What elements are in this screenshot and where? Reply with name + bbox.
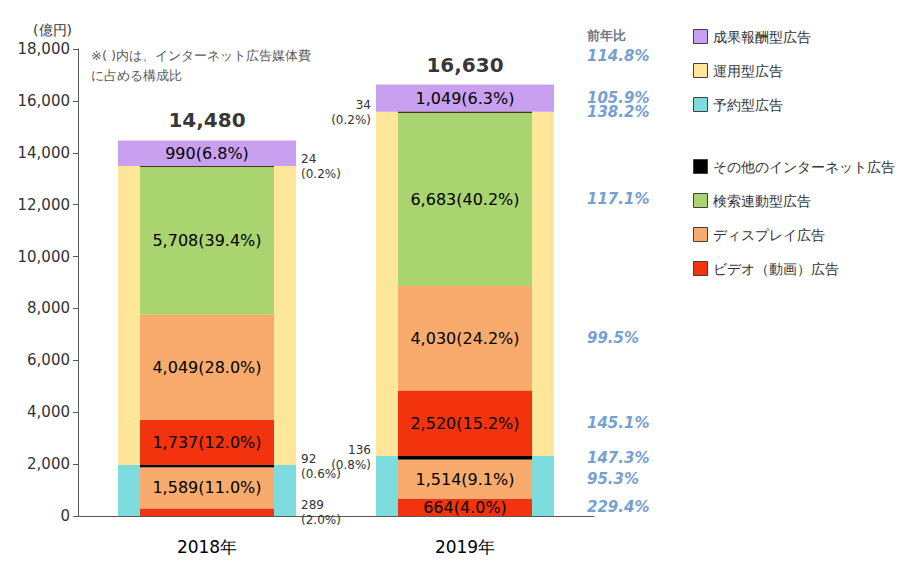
svg-text:664(4.0%): 664(4.0%) xyxy=(423,498,507,517)
svg-text:6,683(40.2%): 6,683(40.2%) xyxy=(410,190,519,209)
svg-text:(2.0%): (2.0%) xyxy=(301,513,341,527)
svg-text:138.2%: 138.2% xyxy=(587,103,650,122)
svg-text:に占める構成比: に占める構成比 xyxy=(91,68,182,83)
svg-text:8,000: 8,000 xyxy=(27,299,70,317)
svg-text:1,514(9.1%): 1,514(9.1%) xyxy=(416,470,515,489)
svg-text:5,708(39.4%): 5,708(39.4%) xyxy=(152,231,261,250)
svg-text:前年比: 前年比 xyxy=(586,28,626,43)
svg-text:16,630: 16,630 xyxy=(426,53,503,77)
svg-text:105.9%: 105.9% xyxy=(587,89,649,107)
svg-text:予約型広告: 予約型広告 xyxy=(713,97,783,113)
svg-text:99.5%: 99.5% xyxy=(587,329,639,347)
svg-text:1,737(12.0%): 1,737(12.0%) xyxy=(152,433,261,452)
svg-text:990(6.8%): 990(6.8%) xyxy=(165,144,249,163)
svg-text:その他のインターネット広告: その他のインターネット広告 xyxy=(713,159,895,175)
svg-text:289: 289 xyxy=(301,498,324,512)
svg-text:4,049(28.0%): 4,049(28.0%) xyxy=(152,358,261,377)
svg-text:(0.2%): (0.2%) xyxy=(331,113,371,127)
svg-text:34: 34 xyxy=(356,98,371,112)
svg-text:18,000: 18,000 xyxy=(18,40,71,58)
svg-text:117.1%: 117.1% xyxy=(587,190,649,208)
svg-text:(億円): (億円) xyxy=(33,22,72,38)
svg-text:95.3%: 95.3% xyxy=(587,470,639,488)
svg-text:114.8%: 114.8% xyxy=(587,47,649,65)
svg-text:2018年: 2018年 xyxy=(177,537,237,557)
svg-text:6,000: 6,000 xyxy=(27,351,70,369)
svg-text:14,480: 14,480 xyxy=(168,108,245,132)
svg-text:14,000: 14,000 xyxy=(18,144,71,162)
svg-text:92: 92 xyxy=(301,452,316,466)
svg-text:(0.8%): (0.8%) xyxy=(331,458,371,472)
svg-text:(0.6%): (0.6%) xyxy=(301,466,341,481)
svg-text:10,000: 10,000 xyxy=(18,248,71,266)
svg-text:16,000: 16,000 xyxy=(18,92,71,110)
svg-text:2019年: 2019年 xyxy=(435,537,495,557)
svg-text:2,520(15.2%): 2,520(15.2%) xyxy=(410,414,519,433)
svg-text:(0.2%): (0.2%) xyxy=(301,167,341,181)
svg-text:0: 0 xyxy=(60,507,70,525)
svg-text:ビデオ（動画）広告: ビデオ（動画）広告 xyxy=(713,261,839,277)
svg-text:136: 136 xyxy=(348,443,371,457)
svg-text:※( )内は、インターネット広告媒体費: ※( )内は、インターネット広告媒体費 xyxy=(91,48,311,63)
svg-text:147.3%: 147.3% xyxy=(587,449,649,467)
svg-text:1,589(11.0%): 1,589(11.0%) xyxy=(152,478,261,497)
svg-text:12,000: 12,000 xyxy=(18,196,71,214)
svg-text:4,030(24.2%): 4,030(24.2%) xyxy=(410,329,519,348)
svg-text:24: 24 xyxy=(301,152,316,166)
svg-text:成果報酬型広告: 成果報酬型広告 xyxy=(713,29,811,45)
svg-text:2,000: 2,000 xyxy=(27,455,70,473)
svg-text:145.1%: 145.1% xyxy=(587,414,649,432)
svg-text:ディスプレイ広告: ディスプレイ広告 xyxy=(713,227,825,243)
svg-text:1,049(6.3%): 1,049(6.3%) xyxy=(416,89,515,108)
svg-text:検索連動型広告: 検索連動型広告 xyxy=(713,193,811,209)
svg-text:4,000: 4,000 xyxy=(27,403,70,421)
svg-text:229.4%: 229.4% xyxy=(587,498,649,516)
svg-text:運用型広告: 運用型広告 xyxy=(713,63,783,79)
